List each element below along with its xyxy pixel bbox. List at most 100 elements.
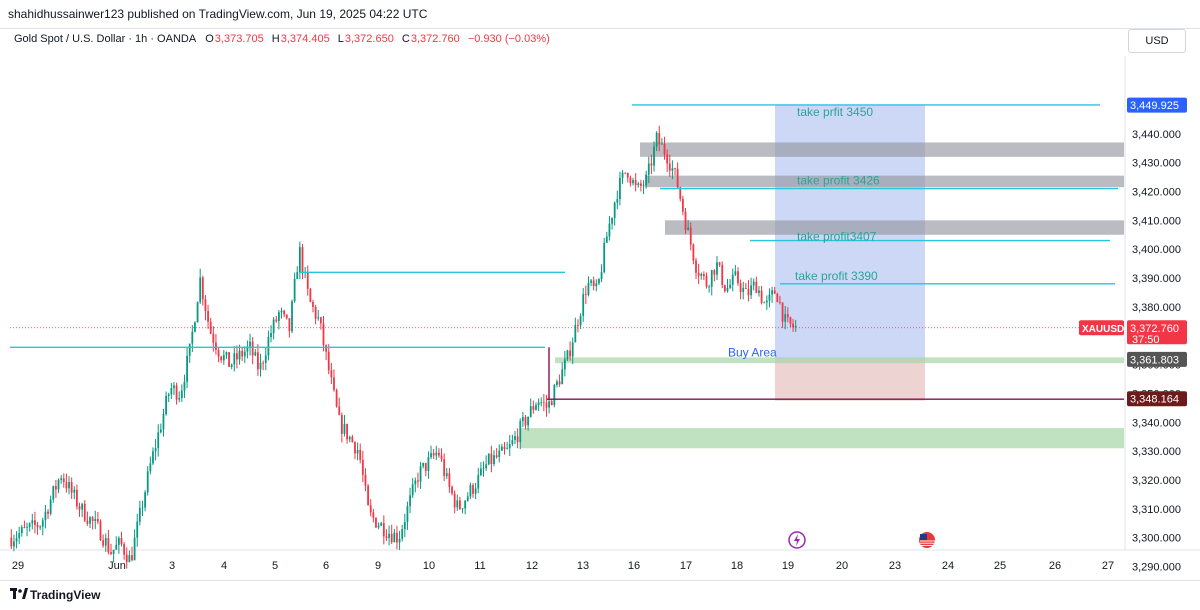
candle-body <box>773 290 776 294</box>
price-tag <box>1127 391 1187 407</box>
candle-body <box>726 287 729 292</box>
candle-body <box>152 451 154 464</box>
candle-body <box>233 353 236 365</box>
candle-body <box>393 532 396 543</box>
candle-body <box>771 290 773 295</box>
candle-body <box>422 462 425 467</box>
candle-body <box>731 274 734 285</box>
candle-body <box>556 381 558 385</box>
candle-body <box>729 284 732 288</box>
price-chart[interactable]: take prfit 3450 take profit 3426 take prof… <box>0 56 1200 580</box>
candle-body <box>590 280 592 283</box>
low-label: L <box>337 33 344 45</box>
candle-body <box>616 199 619 203</box>
candle-body <box>346 423 348 440</box>
candle-body <box>440 455 443 460</box>
candle-body <box>734 271 737 275</box>
candle-body <box>367 485 369 506</box>
footer: TradingView <box>0 582 1200 610</box>
candle-body <box>81 503 84 510</box>
candle-body <box>212 333 215 343</box>
take-profit-label: take profit 3390 <box>795 269 878 283</box>
zone-green <box>520 428 1124 449</box>
candle-body <box>668 163 671 171</box>
candle-body <box>125 554 128 563</box>
candle-body <box>453 493 456 508</box>
candle-body <box>75 489 78 507</box>
candle-body <box>314 306 317 319</box>
candle-body <box>424 462 427 471</box>
candle-body <box>487 453 490 465</box>
candle-body <box>243 351 246 357</box>
price-axis-tick: 3,320.000 <box>1132 475 1181 487</box>
open-value: 3,373.705 <box>214 33 264 45</box>
candle-body <box>794 326 797 328</box>
candle-body <box>319 317 322 324</box>
candle-body <box>115 544 118 550</box>
candle-body <box>716 262 718 275</box>
candle-body <box>550 401 553 406</box>
candle-body <box>86 520 89 524</box>
candle-body <box>626 173 629 178</box>
candle-body <box>194 322 196 332</box>
candle-body <box>351 436 354 443</box>
candle-body <box>540 402 543 404</box>
candle-body <box>763 302 766 304</box>
candle-body <box>650 163 653 166</box>
candle-body <box>178 398 181 400</box>
candle-body <box>309 288 312 302</box>
candle-body <box>642 185 645 187</box>
candle-body <box>579 315 582 326</box>
candle-body <box>343 423 346 434</box>
symbol-title[interactable]: Gold Spot / U.S. Dollar · 1h · OANDA <box>14 33 197 45</box>
candle-body <box>28 523 31 527</box>
candle-body <box>369 505 372 513</box>
time-axis-tick: 23 <box>889 560 901 572</box>
divider <box>0 580 1200 581</box>
us-flag-icon <box>920 534 927 540</box>
candle-body <box>104 538 107 546</box>
candle-body <box>291 301 293 332</box>
candle-body <box>558 381 561 385</box>
candle-body <box>264 355 267 363</box>
close-label: C <box>401 33 410 45</box>
candle-body <box>776 293 779 303</box>
candle-body <box>241 350 244 357</box>
candle-body <box>238 350 241 360</box>
candle-body <box>39 526 42 528</box>
candle-body <box>372 512 375 518</box>
candle-body <box>298 247 301 273</box>
time-axis-tick: 4 <box>221 560 227 572</box>
candle-body <box>490 453 493 464</box>
publish-header: shahidhussainwer123 published on Trading… <box>0 0 1200 29</box>
price-tag <box>1127 320 1187 345</box>
candle-body <box>356 449 359 454</box>
candle-body <box>110 552 112 554</box>
candle-body <box>149 463 152 472</box>
candle-body <box>744 287 747 289</box>
candle-body <box>382 523 385 537</box>
candle-body <box>784 314 787 322</box>
candle-body <box>443 459 446 477</box>
candle-body <box>188 343 191 356</box>
candle-body <box>611 217 613 224</box>
price-tag-value: 3,348.164 <box>1130 394 1179 406</box>
time-axis-tick: 13 <box>577 560 589 572</box>
time-axis-tick: Jun <box>108 560 126 572</box>
candle-body <box>301 247 304 273</box>
candle-body <box>406 506 409 522</box>
candle-body <box>144 492 147 508</box>
candle-body <box>327 351 330 371</box>
candle-body <box>545 402 548 408</box>
candle-body <box>117 537 120 545</box>
candle-body <box>330 370 333 378</box>
price-axis-tick: 3,300.000 <box>1132 533 1181 545</box>
candle-body <box>472 485 474 494</box>
candle-body <box>283 310 286 315</box>
currency-button[interactable]: USD <box>1128 29 1186 53</box>
candle-body <box>689 227 692 245</box>
candle-body <box>136 521 139 538</box>
candle-body <box>739 283 742 292</box>
time-axis-tick: 24 <box>942 560 954 572</box>
candle-body <box>493 455 495 464</box>
